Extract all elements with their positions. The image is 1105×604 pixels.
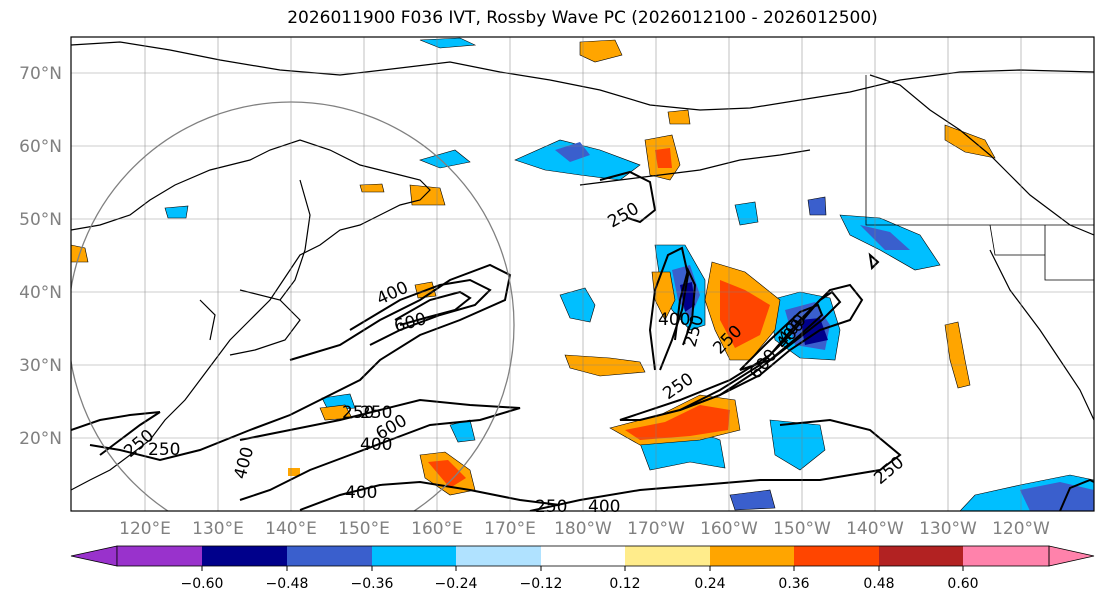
lon-label: 120°E (119, 519, 171, 539)
contour-label: 400 (588, 497, 620, 517)
longitude-labels: 120°E 130°E 140°E 150°E 160°E 170°E 180°… (119, 519, 1050, 539)
lat-label: 40°N (19, 283, 62, 303)
lat-label: 50°N (19, 210, 62, 230)
colorbar-tick-label: 0.36 (778, 576, 809, 592)
coastlines (71, 41, 1094, 491)
colorbar-segment (710, 546, 794, 566)
colorbar-tick-label: −0.12 (520, 576, 563, 592)
region-circle (71, 101, 515, 511)
contour-label: 250 (148, 440, 180, 460)
colorbar-tick-label: −0.24 (435, 576, 478, 592)
colorbar-segment (625, 546, 710, 566)
lat-label: 60°N (19, 137, 62, 157)
lon-label: 180°W (554, 519, 612, 539)
lon-label: 170°E (484, 519, 536, 539)
colorbar-frame (116, 545, 1050, 567)
contour-label: 400 (658, 310, 690, 330)
lon-label: 140°E (265, 519, 317, 539)
contour-label: 250 (535, 497, 567, 517)
lon-label: 160°E (411, 519, 463, 539)
colorbar-segment (287, 546, 372, 566)
colorbar-tick-label: −0.60 (181, 576, 224, 592)
lon-label: 120°W (992, 519, 1050, 539)
colorbar-tick-label: 0.24 (694, 576, 725, 592)
colorbar-ticks (201, 566, 964, 571)
colorbar: −0.60 −0.48 −0.36 −0.24 −0.12 0.12 0.24 … (70, 545, 1095, 592)
colorbar-tick-label: −0.36 (351, 576, 394, 592)
map-title: 2026011900 F036 IVT, Rossby Wave PC (202… (287, 8, 878, 28)
country-borders (865, 75, 1094, 281)
contour-label: 250 (360, 403, 392, 423)
colorbar-segment (963, 546, 1049, 566)
colorbar-segment (372, 546, 456, 566)
lat-label: 30°N (19, 356, 62, 376)
lon-label: 130°E (192, 519, 244, 539)
colorbar-extend-right (1048, 545, 1095, 567)
contour-label: 250 (342, 403, 374, 423)
ivt-contours (71, 170, 1094, 511)
lon-label: 160°W (700, 519, 758, 539)
lon-label: 170°W (627, 519, 685, 539)
colorbar-tick-label: 0.48 (863, 576, 894, 592)
contour-label: 400 (345, 483, 377, 503)
colorbar-segment (117, 546, 202, 566)
graticule (71, 37, 1094, 511)
colorbar-segment (879, 546, 963, 566)
colorbar-segment (202, 546, 287, 566)
map-frame (70, 36, 1095, 512)
colorbar-tick-label: 0.60 (947, 576, 978, 592)
colorbar-segment (794, 546, 879, 566)
colorbar-segment (456, 546, 541, 566)
positive-anomaly-shading (71, 39, 996, 496)
colorbar-tick-label: −0.48 (266, 576, 309, 592)
lon-label: 130°W (919, 519, 977, 539)
lon-label: 150°E (338, 519, 390, 539)
colorbar-tick-label: 0.12 (609, 576, 640, 592)
contour-label: 400 (360, 435, 392, 455)
lon-label: 140°W (846, 519, 904, 539)
latitude-labels: 70°N 60°N 50°N 40°N 30°N 20°N (19, 64, 62, 449)
map-area (71, 37, 1094, 511)
lat-label: 20°N (19, 429, 62, 449)
colorbar-extend-left (70, 545, 118, 567)
lat-label: 70°N (19, 64, 62, 84)
lon-label: 150°W (773, 519, 831, 539)
colorbar-segment (541, 546, 625, 566)
